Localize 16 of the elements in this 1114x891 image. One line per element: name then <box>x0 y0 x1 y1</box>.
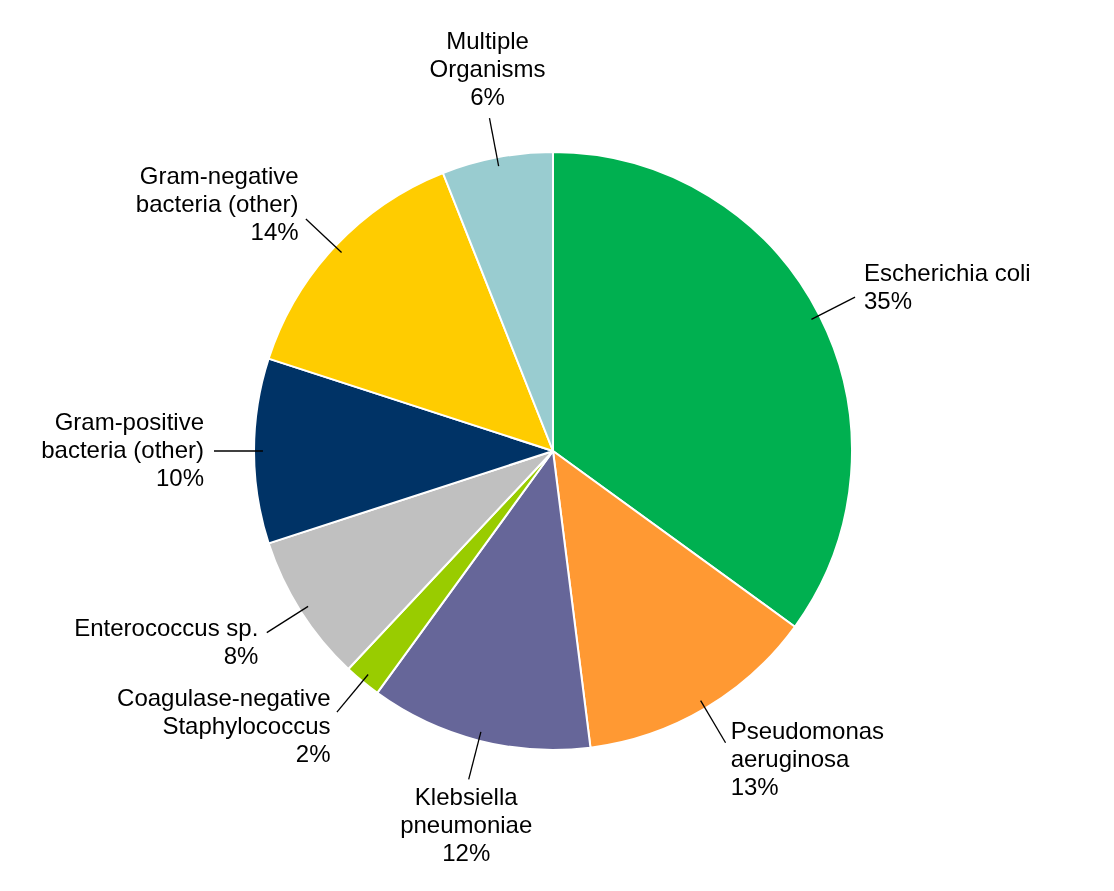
slice-label: Multiple Organisms <box>429 26 546 82</box>
slice-label: Klebsiella pneumoniae <box>400 783 533 839</box>
data-label: 13% <box>730 772 779 800</box>
slice-label: Enterococcus sp. <box>74 613 259 641</box>
data-label: 6% <box>470 82 505 110</box>
data-label: 2% <box>295 740 331 768</box>
data-label: 8% <box>223 641 259 669</box>
data-label: 12% <box>442 839 491 867</box>
data-label: 35% <box>863 286 913 314</box>
slice-label: Gram-positive bacteria (other) <box>41 407 204 463</box>
data-label: 14% <box>250 217 299 245</box>
slice-label: Coagulase-negative Staphylococcus <box>117 684 331 740</box>
slice-label: Gram-negative bacteria (other) <box>135 161 299 217</box>
data-label: 10% <box>155 463 204 491</box>
slice-label: Escherichia coli <box>863 258 1031 286</box>
slice-label: Pseudomonas aeruginosa <box>730 716 885 772</box>
